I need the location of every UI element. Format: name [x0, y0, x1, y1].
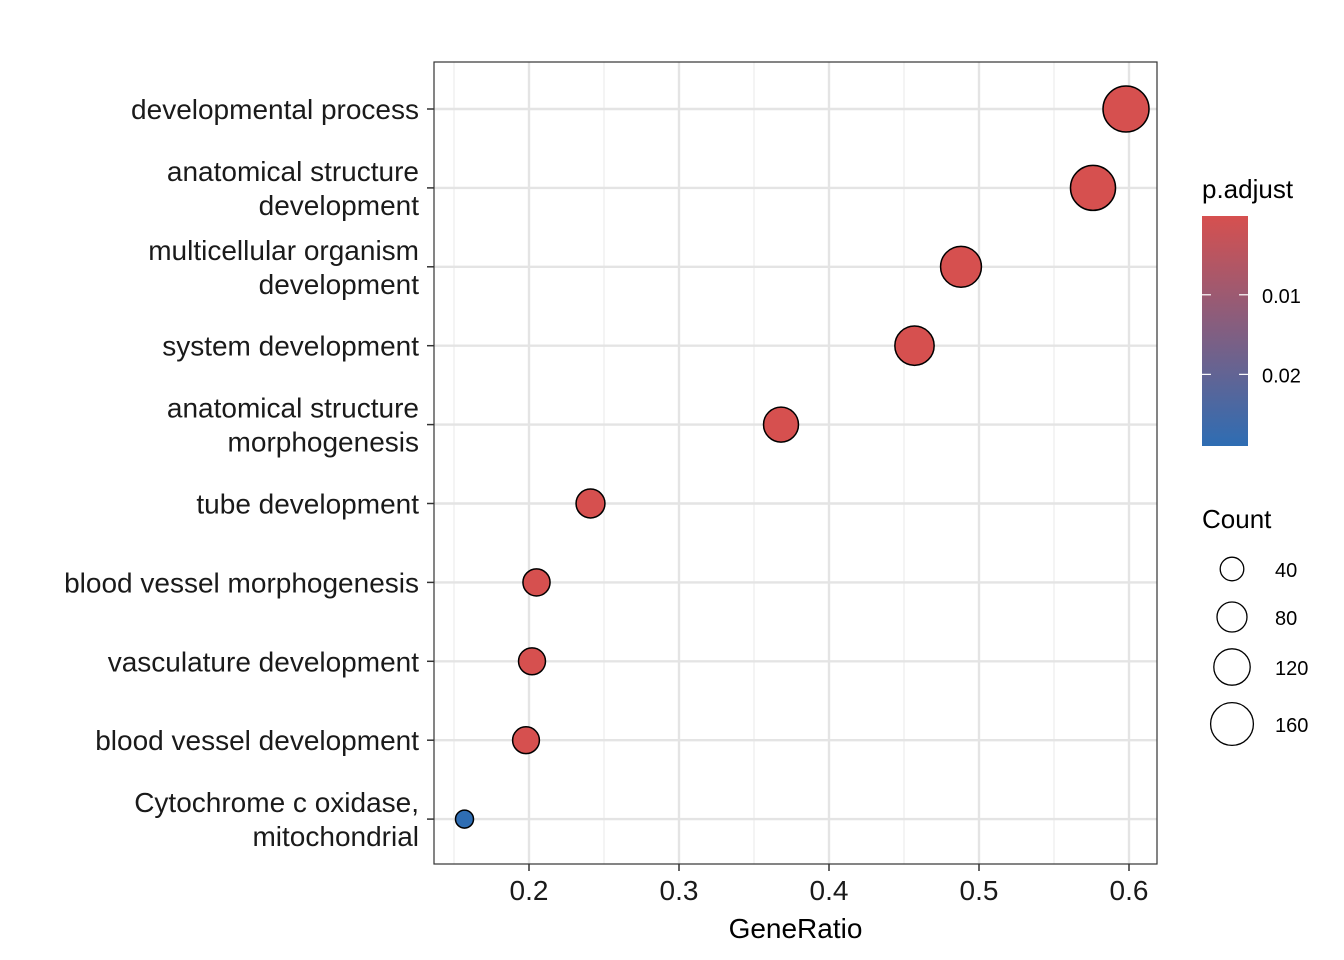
size-legend-title: Count — [1202, 504, 1272, 534]
data-point — [762, 406, 800, 443]
size-legend-circle — [1209, 701, 1255, 747]
y-tick-label: tube development — [196, 489, 419, 520]
color-legend-title: p.adjust — [1202, 174, 1294, 204]
size-legend-circle — [1219, 556, 1245, 582]
size-legend-circle — [1216, 601, 1248, 633]
data-point — [1102, 85, 1150, 133]
y-tick-label: anatomical structure — [167, 156, 419, 187]
x-axis: 0.2 0.3 0.4 0.5 0.6 — [510, 864, 1149, 906]
y-tick-label: development — [259, 190, 420, 221]
size-legend-label: 40 — [1275, 560, 1297, 582]
y-tick-label: Cytochrome c oxidase, — [134, 787, 419, 818]
data-point — [511, 726, 541, 755]
data-point — [939, 245, 983, 288]
y-axis: developmental process anatomical structur… — [64, 94, 434, 852]
color-legend-bar — [1202, 216, 1248, 446]
y-tick-label: morphogenesis — [228, 427, 419, 458]
size-legend-keys: 40 80 120 160 — [1209, 556, 1308, 747]
data-point — [517, 647, 547, 676]
y-tick-label: development — [259, 269, 420, 300]
color-legend-label: 0.02 — [1262, 365, 1301, 387]
y-tick-label: mitochondrial — [252, 821, 419, 852]
color-legend: p.adjust 0.01 0.02 — [1202, 174, 1301, 446]
data-point — [454, 809, 475, 829]
color-legend-ticks: 0.01 0.02 — [1202, 286, 1301, 387]
size-legend-label: 120 — [1275, 658, 1308, 680]
size-legend-label: 160 — [1275, 715, 1308, 737]
panel-border — [433, 61, 1158, 865]
data-point — [522, 568, 551, 597]
color-legend-label: 0.01 — [1262, 286, 1301, 308]
data-point — [575, 488, 606, 519]
y-tick-label: developmental process — [131, 94, 419, 125]
x-tick-label: 0.5 — [960, 875, 999, 906]
y-tick-label: vasculature development — [108, 646, 420, 677]
data-point — [1069, 164, 1117, 212]
y-tick-label: system development — [162, 331, 419, 362]
size-legend-circle — [1213, 648, 1251, 686]
y-tick-label: blood vessel development — [95, 725, 419, 756]
y-tick-label: blood vessel morphogenesis — [64, 567, 419, 598]
y-tick-label: anatomical structure — [167, 393, 419, 424]
x-tick-label: 0.3 — [660, 875, 699, 906]
x-tick-label: 0.6 — [1110, 875, 1149, 906]
size-legend: Count 40 80 120 160 — [1202, 504, 1308, 747]
data-point — [894, 325, 935, 367]
x-axis-title: GeneRatio — [729, 913, 863, 944]
x-tick-label: 0.2 — [510, 875, 549, 906]
size-legend-label: 80 — [1275, 608, 1297, 630]
y-tick-label: multicellular organism — [148, 235, 419, 266]
x-tick-label: 0.4 — [810, 875, 849, 906]
data-points — [454, 85, 1150, 829]
